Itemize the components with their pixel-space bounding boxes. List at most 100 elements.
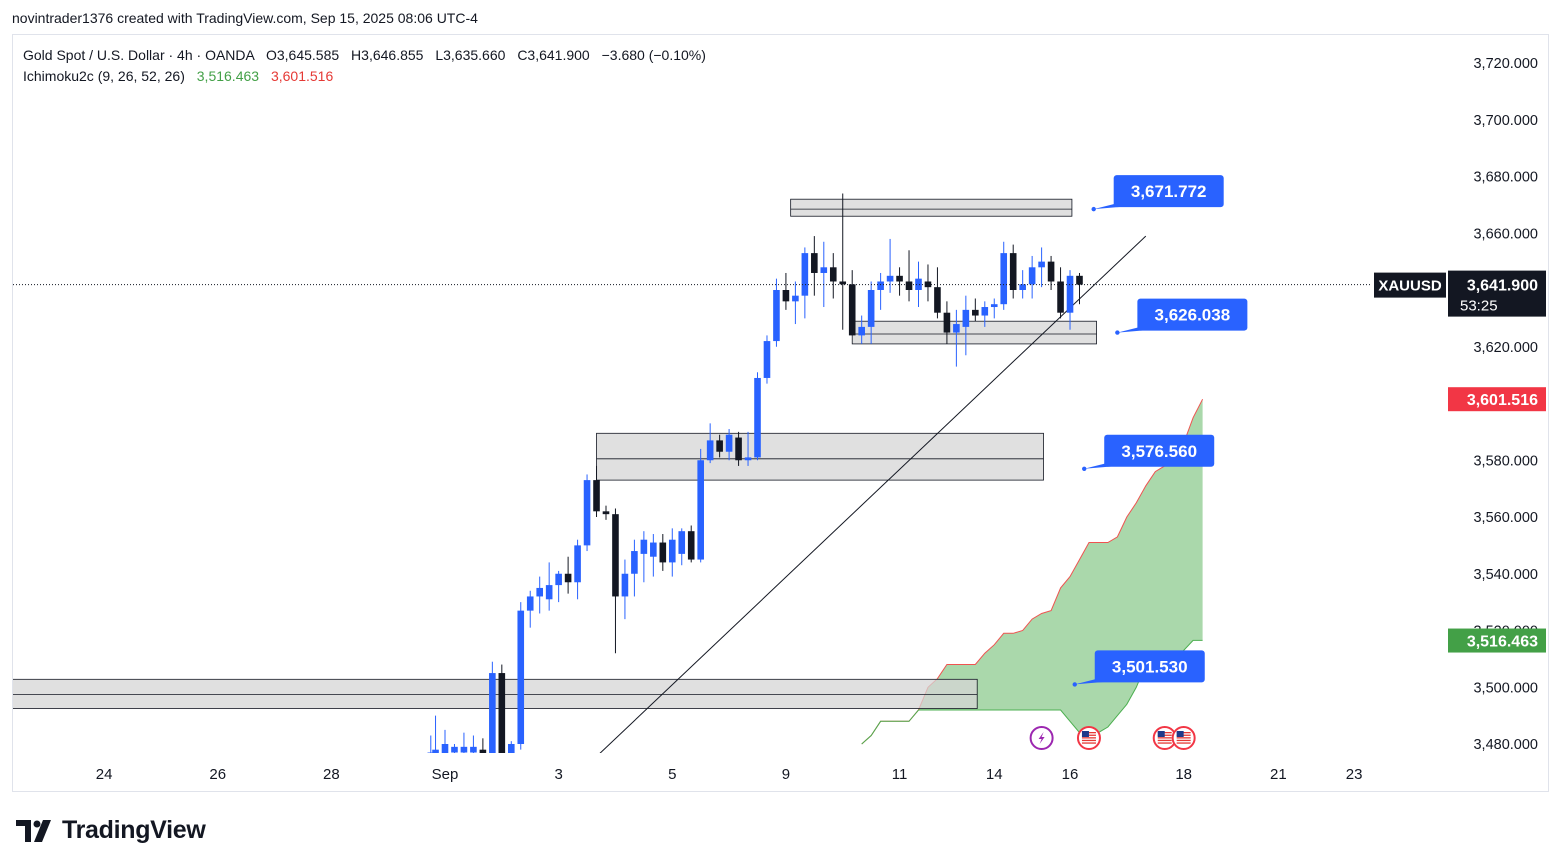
candle <box>744 431 752 466</box>
callout-label: 3,501.530 <box>1112 657 1188 676</box>
candle-body <box>754 377 761 458</box>
candle <box>545 562 553 611</box>
candle <box>773 278 780 347</box>
x-tick-label: 5 <box>668 766 676 783</box>
x-tick-label: 3 <box>554 766 562 783</box>
candle-body <box>934 287 941 313</box>
candle <box>602 505 610 520</box>
flag-stripe <box>1176 737 1191 739</box>
tradingview-logo-icon <box>16 819 51 842</box>
callout-box <box>1104 434 1215 467</box>
price-callout: 3,626.038 <box>1115 298 1248 335</box>
candle-body <box>631 551 638 574</box>
candle-body <box>1019 284 1026 290</box>
callout-anchor <box>1091 206 1096 212</box>
callout-anchor <box>1072 682 1077 687</box>
tradingview-logo[interactable]: TradingView <box>16 816 206 845</box>
us-economic-event-icon <box>1076 726 1101 750</box>
candle-body <box>1028 267 1036 285</box>
y-tick-label: 3,480.000 <box>1473 737 1538 753</box>
candle <box>905 250 913 302</box>
flag-canton <box>1176 731 1184 737</box>
flag-canton <box>1157 731 1165 737</box>
candle <box>896 267 903 296</box>
candle <box>858 315 865 344</box>
flag-stripe <box>1081 739 1096 742</box>
y-tick-label: 3,680.000 <box>1473 170 1538 186</box>
trendline <box>599 235 1147 753</box>
indicator-row: Ichimoku2c (9, 26, 52, 26) 3,516.463 3,6… <box>23 66 706 87</box>
candle <box>1057 267 1064 319</box>
candle-body <box>915 278 922 290</box>
x-tick-label: 26 <box>209 766 226 783</box>
y-tick-label: 3,580.000 <box>1473 453 1538 469</box>
candle <box>479 738 487 753</box>
x-tick-label: 24 <box>96 766 113 783</box>
candle-body <box>744 457 752 461</box>
candle-body <box>507 744 515 753</box>
candle <box>990 298 998 319</box>
candle <box>792 281 799 325</box>
candle <box>650 534 657 577</box>
x-tick-label: 9 <box>782 766 790 783</box>
badge-price: 3,641.900 <box>1467 278 1538 295</box>
candle <box>555 570 562 603</box>
flag-stripe <box>1157 742 1172 744</box>
candle <box>754 372 761 461</box>
candle <box>612 508 619 654</box>
candle-body <box>962 309 970 327</box>
candle-body <box>668 539 676 563</box>
candle-body <box>678 531 686 554</box>
badge-price: 3,601.516 <box>1467 392 1538 409</box>
candle-body <box>526 596 534 611</box>
candle <box>801 247 809 319</box>
candle-body <box>612 514 619 597</box>
indicator-value-span-b: 3,601.516 <box>270 68 334 84</box>
candle-body <box>659 542 667 563</box>
candle <box>621 559 629 620</box>
candle <box>972 298 979 322</box>
flag-stripe <box>1081 742 1096 744</box>
chart-legend: Gold Spot / U.S. Dollar · 4h · OANDA O3,… <box>23 45 706 87</box>
candle <box>574 539 581 600</box>
symbol-ohlc-row: Gold Spot / U.S. Dollar · 4h · OANDA O3,… <box>23 45 706 66</box>
callout-anchor <box>1115 330 1120 335</box>
attribution-text: novintrader1376 created with TradingView… <box>12 10 478 26</box>
candle <box>470 735 477 753</box>
y-tick-label: 3,540.000 <box>1473 567 1538 583</box>
candle-body <box>564 573 572 583</box>
x-tick-label: 14 <box>986 766 1003 783</box>
lower-demand-zone <box>13 678 978 709</box>
candle-body <box>886 275 894 282</box>
callout-box <box>1094 650 1205 683</box>
close-value: C3,641.900 <box>517 47 590 63</box>
candle <box>517 602 525 750</box>
callout-anchor <box>1082 466 1087 471</box>
candle <box>848 270 856 336</box>
dividend-lightning-icon <box>1029 726 1054 750</box>
plot-area <box>13 193 1204 753</box>
candle <box>962 295 970 356</box>
candle <box>668 528 676 577</box>
candle-body <box>829 267 837 282</box>
callout-label: 3,671.772 <box>1131 182 1207 201</box>
candle <box>441 729 449 753</box>
candle-body <box>811 253 818 273</box>
x-tick-label: 18 <box>1175 766 1192 783</box>
candle-body <box>574 545 581 583</box>
y-tick-label: 3,660.000 <box>1473 226 1538 242</box>
candle-body <box>460 746 468 753</box>
candle <box>1019 270 1026 299</box>
symbol-line[interactable]: Gold Spot / U.S. Dollar · 4h · OANDA <box>23 47 255 63</box>
candle-body <box>763 341 771 378</box>
candle-body <box>1009 253 1017 290</box>
candle <box>829 253 837 299</box>
candle-body <box>602 511 610 515</box>
y-tick-label: 3,700.000 <box>1473 113 1538 129</box>
candle-body <box>1047 261 1055 282</box>
candle <box>687 525 695 563</box>
range-support-zone <box>851 320 1097 345</box>
y-tick-label: 3,620.000 <box>1473 340 1538 356</box>
indicator-name[interactable]: Ichimoku2c (9, 26, 52, 26) <box>23 68 185 84</box>
